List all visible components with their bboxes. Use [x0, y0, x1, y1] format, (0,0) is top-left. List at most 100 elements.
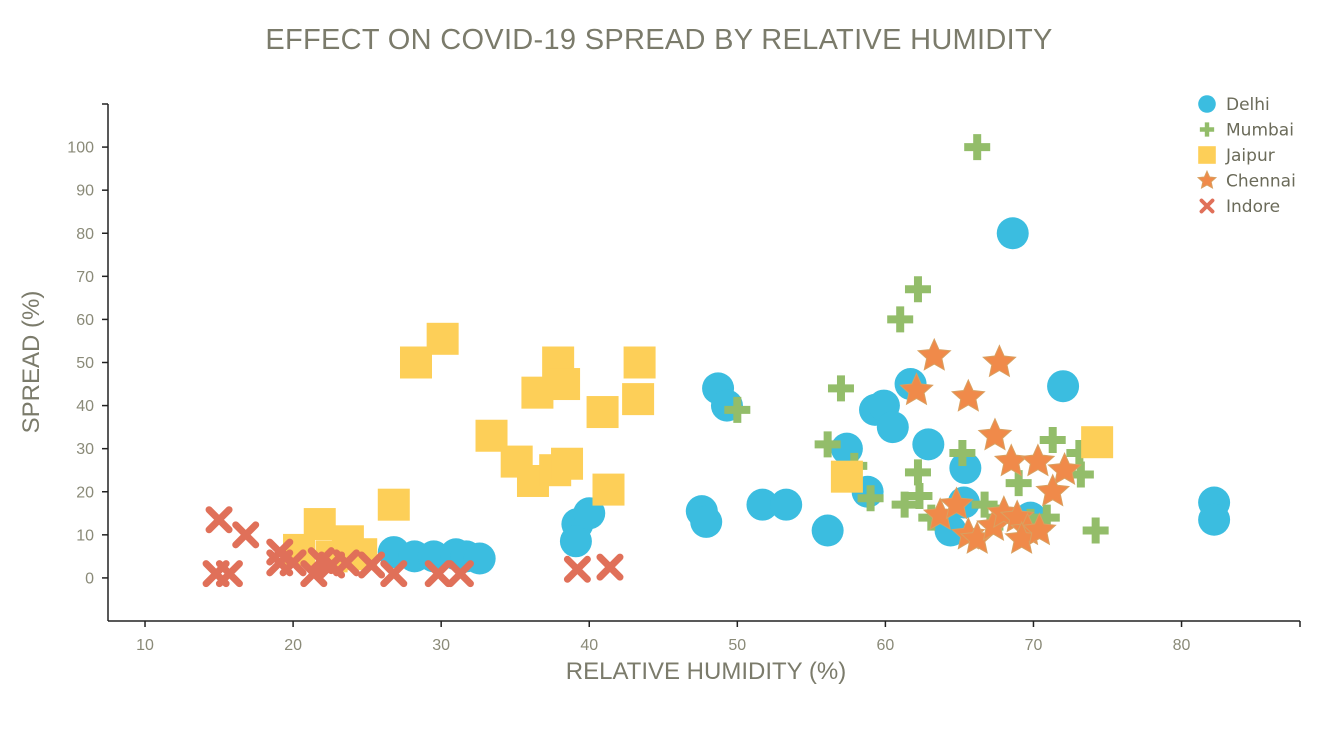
- data-point-delhi: [949, 452, 982, 485]
- legend-label: Chennai: [1226, 172, 1296, 192]
- data-point-indore: [215, 560, 243, 588]
- series-chennai: [899, 337, 1082, 554]
- data-point-mumbai: [971, 491, 998, 518]
- data-point-indore: [205, 506, 233, 534]
- x-tick-label: 20: [284, 637, 302, 654]
- legend-marker-jaipur: [1198, 146, 1216, 164]
- data-point-chennai: [916, 337, 952, 371]
- data-point-delhi: [1198, 503, 1231, 536]
- data-point-mumbai: [964, 134, 991, 161]
- data-point-mumbai: [904, 276, 931, 303]
- data-point-delhi: [770, 488, 803, 521]
- data-point-indore: [446, 560, 474, 588]
- x-tick-label: 50: [728, 637, 746, 654]
- legend-marker-mumbai: [1199, 122, 1215, 137]
- data-point-jaipur: [830, 460, 863, 493]
- x-tick-label: 40: [580, 637, 598, 654]
- x-tick-label: 30: [432, 637, 450, 654]
- data-point-mumbai: [891, 491, 918, 518]
- data-point-mumbai: [724, 396, 751, 423]
- legend-label: Mumbai: [1226, 121, 1294, 141]
- data-point-indore: [232, 521, 260, 549]
- legend-marker-delhi: [1198, 95, 1216, 113]
- legend-item-delhi: Delhi: [1198, 95, 1270, 115]
- legend-label: Delhi: [1226, 95, 1270, 115]
- x-tick-label: 80: [1173, 637, 1191, 654]
- legend-item-jaipur: Jaipur: [1198, 146, 1275, 166]
- y-tick-label: 40: [76, 398, 94, 415]
- data-point-delhi: [559, 525, 592, 558]
- data-point-mumbai: [918, 504, 945, 531]
- chart-title: EFFECT ON COVID-19 SPREAD BY RELATIVE HU…: [265, 24, 1053, 56]
- data-point-delhi: [746, 488, 779, 521]
- data-point-mumbai: [1067, 461, 1094, 488]
- data-point-delhi: [996, 217, 1029, 250]
- data-point-indore: [358, 551, 386, 579]
- data-point-mumbai: [887, 306, 914, 333]
- y-tick-label: 0: [85, 570, 94, 587]
- data-point-mumbai: [857, 485, 884, 512]
- data-point-mumbai: [904, 459, 931, 486]
- data-point-delhi: [690, 505, 723, 538]
- data-point-jaipur: [551, 447, 584, 480]
- legend-label: Indore: [1226, 197, 1280, 217]
- data-point-indore: [563, 555, 591, 583]
- y-tick-label: 50: [76, 355, 94, 372]
- data-point-indore: [300, 560, 328, 588]
- data-point-jaipur: [592, 473, 625, 506]
- data-point-mumbai: [1066, 439, 1093, 466]
- data-points: [202, 134, 1231, 588]
- axes: 0 10 20 30 40 50 60 70 80 90 100 10 20 30 40 50 60 70 80: [67, 103, 1301, 654]
- data-point-jaipur: [623, 346, 656, 379]
- y-axis-title: SPREAD (%): [18, 291, 45, 434]
- y-tick-label: 30: [76, 441, 94, 458]
- legend-item-chennai: Chennai: [1196, 169, 1296, 192]
- data-point-indore: [380, 560, 408, 588]
- x-tick-label: 70: [1025, 637, 1043, 654]
- data-point-jaipur: [622, 383, 655, 416]
- data-point-jaipur: [586, 396, 619, 429]
- x-tick-label: 60: [876, 637, 894, 654]
- data-point-chennai: [1020, 443, 1056, 477]
- y-tick-label: 100: [67, 140, 94, 157]
- data-point-mumbai: [906, 483, 933, 510]
- legend-marker-chennai: [1196, 169, 1218, 190]
- legend-item-mumbai: Mumbai: [1199, 121, 1294, 141]
- data-point-chennai: [939, 486, 974, 520]
- data-point-indore: [279, 549, 307, 577]
- data-point-delhi: [876, 411, 909, 444]
- data-point-jaipur: [399, 346, 432, 379]
- data-point-indore: [332, 549, 360, 577]
- data-point-chennai: [977, 417, 1013, 451]
- data-point-indore: [596, 553, 624, 581]
- data-point-jaipur: [377, 488, 410, 521]
- x-axis-title: RELATIVE HUMIDITY (%): [566, 658, 846, 685]
- y-tick-label: 60: [76, 312, 94, 329]
- legend-label: Jaipur: [1225, 146, 1275, 166]
- data-point-delhi: [1047, 370, 1080, 403]
- series-delhi: [377, 217, 1231, 575]
- y-tick-label: 90: [76, 183, 94, 200]
- data-point-delhi: [811, 514, 844, 547]
- data-point-jaipur: [1081, 426, 1114, 459]
- data-point-chennai: [1035, 473, 1071, 507]
- data-point-mumbai: [1039, 427, 1066, 454]
- y-tick-label: 10: [76, 527, 94, 544]
- legend-marker-indore: [1199, 198, 1215, 214]
- y-tick-label: 80: [76, 226, 94, 243]
- data-point-chennai: [1022, 512, 1057, 546]
- data-point-mumbai: [1033, 504, 1060, 531]
- data-point-mumbai: [827, 375, 854, 402]
- data-point-chennai: [1047, 451, 1082, 485]
- x-tick-label: 10: [136, 637, 154, 654]
- data-point-chennai: [899, 372, 934, 406]
- data-point-chennai: [982, 344, 1017, 378]
- data-point-delhi: [912, 428, 945, 461]
- legend-item-indore: Indore: [1199, 197, 1280, 217]
- data-point-jaipur: [548, 368, 581, 401]
- data-point-mumbai: [949, 439, 976, 466]
- data-point-chennai: [950, 378, 986, 412]
- data-point-indore: [424, 560, 452, 588]
- y-tick-label: 70: [76, 269, 94, 286]
